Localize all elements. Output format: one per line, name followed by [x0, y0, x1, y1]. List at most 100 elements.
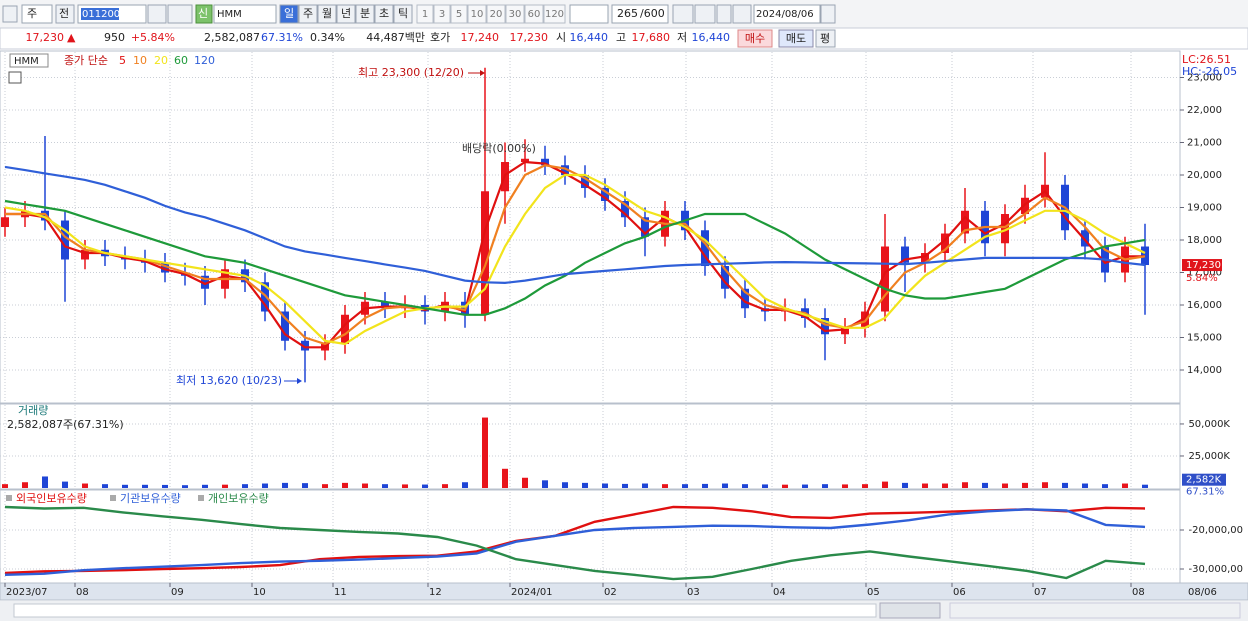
volume-bar — [862, 484, 868, 488]
unit-btn[interactable] — [543, 4, 566, 24]
unit-label: 30 — [509, 9, 522, 20]
x-tick-label: 12 — [429, 587, 442, 598]
save-btn[interactable] — [716, 4, 732, 24]
x-tick-label: 08 — [76, 587, 89, 598]
volume-bar — [702, 483, 708, 488]
y-tick-label: 18,000 — [1187, 235, 1222, 246]
volume-bar — [742, 484, 748, 488]
volume-bar — [582, 482, 588, 488]
volume-bar — [922, 483, 928, 488]
volume-bar — [662, 484, 668, 488]
count-box[interactable] — [611, 4, 669, 24]
arrow-head — [480, 70, 485, 76]
sell-btn[interactable] — [778, 29, 814, 48]
zoom-controls[interactable] — [949, 602, 1241, 619]
y-tick-label: 19,000 — [1187, 203, 1222, 214]
open-label: 시 — [556, 31, 566, 44]
volume-bar — [502, 468, 508, 488]
avg-btn[interactable] — [815, 29, 836, 48]
volume-ratio: 67.31% — [1186, 487, 1224, 498]
unit-btn[interactable] — [505, 4, 525, 24]
search-btn[interactable] — [147, 4, 167, 24]
code-highlight — [81, 8, 119, 20]
volume-bar — [482, 417, 488, 488]
candle-body — [341, 314, 349, 345]
candle-body — [481, 191, 489, 315]
period-btn[interactable] — [336, 4, 356, 24]
x-tick-label: 06 — [953, 587, 966, 598]
sound-btn[interactable] — [167, 4, 193, 24]
settings-btn[interactable] — [732, 4, 752, 24]
unit-btn[interactable] — [467, 4, 487, 24]
unit-btn[interactable] — [450, 4, 468, 24]
ma-line — [4, 199, 1146, 316]
legend-swatch — [198, 495, 204, 501]
period-label: 월 — [322, 7, 332, 20]
volume-bar — [1082, 483, 1088, 488]
legend-label: 개인보유수량 — [208, 492, 269, 505]
ma-legend-label: 종가 단순 — [64, 54, 108, 67]
candle-body — [541, 158, 549, 166]
holding-line — [4, 505, 1146, 581]
period-btn[interactable] — [355, 4, 375, 24]
period-btn[interactable] — [279, 4, 299, 24]
volume-bar — [1022, 482, 1028, 488]
price: 17,230 — [26, 31, 65, 44]
grid-icon — [8, 71, 22, 84]
x-tick-label: 03 — [687, 587, 700, 598]
legend-label: 외국인보유수량 — [16, 492, 87, 505]
menu-icon[interactable] — [2, 5, 18, 23]
volume-bar — [962, 482, 968, 488]
unit-btn[interactable] — [416, 4, 434, 24]
candle-body — [61, 220, 69, 260]
blank-select[interactable] — [569, 4, 609, 24]
volume-bar — [902, 482, 908, 488]
period-label: 틱 — [398, 7, 408, 20]
volume-bar — [282, 482, 288, 488]
high: 17,680 — [632, 31, 671, 44]
period-btn[interactable] — [374, 4, 394, 24]
volume-bar — [242, 484, 248, 488]
new-btn[interactable] — [195, 4, 213, 24]
period-btn[interactable] — [317, 4, 337, 24]
turnover: 0.34% — [310, 31, 345, 44]
volume-bar — [442, 484, 448, 488]
volume-bar — [302, 483, 308, 488]
unit-btn[interactable] — [524, 4, 544, 24]
period-btn[interactable] — [393, 4, 413, 24]
tool-btn[interactable] — [694, 4, 716, 24]
x-tick-label: 2024/01 — [511, 587, 553, 598]
unit-btn[interactable] — [433, 4, 451, 24]
date-axis — [0, 582, 1248, 601]
arrow: ▲ — [67, 31, 76, 44]
price-marker — [1182, 259, 1222, 272]
buy-btn[interactable] — [737, 29, 773, 48]
volume-bar — [882, 481, 888, 488]
calendar-btn[interactable] — [820, 4, 836, 24]
volume-bar — [42, 476, 48, 488]
volume-bar — [982, 482, 988, 488]
scroll-track[interactable] — [13, 603, 877, 618]
playback-controls[interactable] — [879, 602, 941, 619]
unit-btn[interactable] — [486, 4, 506, 24]
market-select[interactable] — [21, 4, 53, 24]
ask: 17,240 — [461, 31, 500, 44]
period-btn[interactable] — [298, 4, 318, 24]
y-tick-label: 50,000K — [1188, 419, 1230, 430]
name-input[interactable] — [213, 4, 277, 24]
candle-body — [521, 158, 529, 163]
volume-bar — [62, 481, 68, 488]
volume-bar — [1042, 482, 1048, 488]
legend-swatch — [6, 495, 12, 501]
volume-bar — [422, 484, 428, 488]
holding-line — [4, 508, 1146, 576]
period-label: 년 — [341, 7, 351, 20]
volume-bar — [122, 484, 128, 488]
prev-btn[interactable] — [55, 4, 75, 24]
volume-bar — [262, 483, 268, 488]
x-tick-label: 02 — [604, 587, 617, 598]
date-input[interactable] — [753, 4, 821, 24]
tool-btn[interactable] — [672, 4, 694, 24]
vol-ratio: 67.31% — [261, 31, 303, 44]
